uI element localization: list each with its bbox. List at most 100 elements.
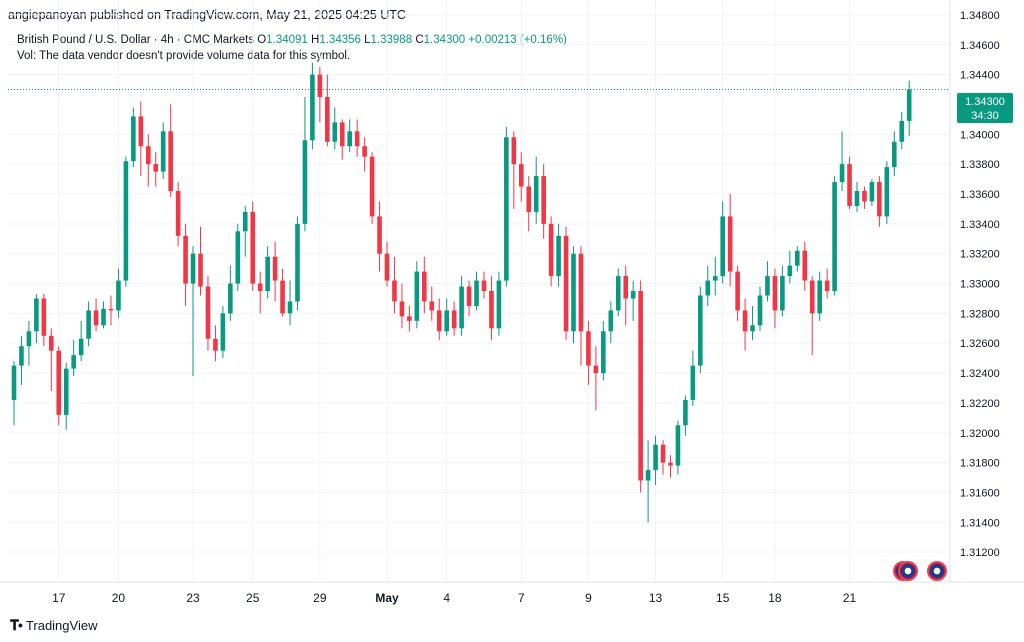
candle-body	[131, 116, 136, 162]
symbol-name[interactable]: British Pound / U.S. Dollar · 4h · CMC M…	[17, 34, 255, 46]
candle-body	[541, 176, 546, 224]
candle-body	[369, 156, 375, 217]
candle-body	[71, 355, 76, 369]
time-axis-label: 20	[112, 591, 126, 605]
price-axis-label: 1.33600	[960, 189, 1000, 201]
tradingview-footer[interactable]: 𝐓• TradingView	[10, 617, 97, 634]
open-label: O	[257, 34, 267, 46]
time-axis-label: 29	[313, 591, 327, 605]
uk-event-icon-secondary[interactable]	[898, 561, 918, 581]
candle-body	[891, 141, 897, 168]
candle-body	[906, 89, 912, 121]
candle-body	[526, 186, 532, 212]
candle-body	[712, 276, 718, 281]
candle-body	[765, 276, 770, 296]
price-axis-label: 1.34000	[960, 129, 1000, 141]
high-value: 1.34356	[319, 34, 361, 46]
candle-body	[690, 365, 696, 400]
candle-body	[198, 253, 203, 287]
price-axis-label: 1.34600	[960, 40, 1000, 52]
candle-body	[824, 280, 830, 291]
price-axis-label: 1.33000	[960, 279, 1000, 291]
candle-body	[205, 286, 211, 339]
candle-body	[862, 191, 867, 202]
candle-body	[302, 140, 308, 224]
candle-body	[780, 276, 785, 311]
candle-body	[168, 131, 173, 192]
time-axis-label: 25	[246, 591, 260, 605]
candle-body	[750, 325, 755, 332]
candle-body	[265, 256, 270, 291]
low-value: 1.33988	[370, 34, 413, 46]
change-value: +0.00213 (+0.16%)	[468, 34, 567, 46]
candle-body	[809, 280, 815, 314]
candle-body	[884, 167, 890, 217]
price-axis-label: 1.33400	[960, 219, 1000, 231]
candle-body	[877, 182, 882, 217]
candle-body	[116, 280, 121, 311]
candle-body	[228, 283, 233, 314]
candle-body	[280, 280, 285, 314]
candle-body	[392, 280, 397, 302]
candle-body	[108, 308, 114, 311]
candle-body	[56, 350, 62, 415]
price-axis-label: 1.33200	[960, 249, 1000, 261]
candle-body	[668, 462, 673, 466]
candle-body	[660, 444, 666, 463]
candle-body	[123, 161, 129, 281]
price-axis-label: 1.31400	[960, 517, 1000, 529]
candle-body	[466, 286, 472, 306]
candle-body	[377, 216, 382, 254]
candle-body	[638, 291, 643, 481]
low-label: L	[364, 34, 371, 46]
candle-body	[49, 335, 54, 351]
candle-body	[578, 253, 584, 332]
tradingview-logo-icon: 𝐓•	[10, 617, 23, 633]
time-axis-label: 18	[768, 591, 782, 605]
candle-body	[802, 250, 808, 281]
candle-body	[548, 223, 554, 277]
symbol-info: British Pound / U.S. Dollar · 4h · CMC M…	[17, 34, 567, 46]
uk-event-icon-next[interactable]	[927, 561, 947, 581]
candle-body	[34, 298, 39, 332]
high-label: H	[311, 34, 320, 46]
time-axis-label: 9	[585, 591, 592, 605]
candle-body	[720, 216, 725, 277]
candle-body	[757, 295, 763, 326]
candle-body	[586, 331, 591, 366]
candle-body	[235, 231, 241, 284]
candle-body	[854, 191, 860, 206]
candle-body	[593, 365, 599, 374]
candle-body	[601, 331, 606, 374]
candle-body	[347, 131, 352, 147]
candle-body	[698, 295, 703, 366]
candle-body	[399, 301, 405, 317]
candle-body	[653, 444, 658, 471]
candle-body	[160, 131, 166, 172]
candle-body	[436, 310, 442, 332]
time-axis-label: 13	[649, 591, 663, 605]
candle-body	[190, 253, 196, 284]
candle-body	[257, 283, 263, 291]
candle-body	[407, 316, 412, 321]
candle-body	[683, 399, 688, 426]
time-axis-label: 15	[716, 591, 730, 605]
time-axis-label: May	[375, 591, 399, 605]
candle-body	[839, 164, 845, 183]
price-axis-label: 1.32000	[960, 428, 1000, 440]
candle-body	[332, 122, 338, 142]
candle-body	[213, 338, 218, 351]
candle-body	[742, 310, 748, 332]
candle-body	[101, 308, 106, 326]
open-value: 1.34091	[266, 34, 308, 46]
candle-body	[19, 346, 24, 366]
candle-body	[563, 235, 569, 332]
candle-body	[175, 191, 181, 236]
candle-body	[41, 298, 47, 336]
candle-body	[183, 235, 188, 284]
candle-body	[869, 182, 875, 202]
candle-body	[444, 310, 449, 332]
candle-body	[899, 120, 905, 142]
candle-body	[250, 211, 256, 284]
